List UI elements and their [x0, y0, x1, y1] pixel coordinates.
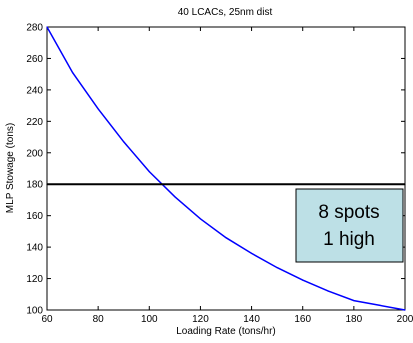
x-axis: 60 80 100 120 140 160 180 200 — [41, 27, 413, 325]
y-axis: 100 120 140 160 180 200 220 240 260 280 — [26, 23, 405, 317]
y-tick-label: 160 — [26, 211, 43, 222]
series-line-curve — [46, 26, 406, 311]
data-point — [404, 309, 406, 311]
series-layer — [46, 26, 406, 311]
data-point — [251, 252, 253, 254]
plot-frame — [46, 26, 406, 311]
data-point — [97, 108, 99, 110]
x-tick-label: 60 — [41, 314, 53, 325]
y-tick-label: 180 — [26, 180, 43, 191]
x-tick-label: 140 — [243, 314, 260, 325]
x-tick-label: 100 — [141, 314, 158, 325]
data-point — [174, 196, 176, 198]
y-tick-label: 220 — [26, 117, 43, 128]
data-point — [404, 183, 406, 185]
annotation-background — [295, 188, 404, 263]
data-point — [302, 279, 304, 281]
y-tick-label: 140 — [26, 243, 43, 254]
data-point — [378, 304, 380, 306]
data-point — [199, 218, 201, 220]
data-point — [46, 183, 48, 185]
x-axis-label: Loading Rate (tons/hr) — [176, 326, 276, 337]
data-point — [46, 26, 48, 28]
y-tick-label: 200 — [26, 148, 43, 159]
x-tick-label: 200 — [397, 314, 413, 325]
y-tick-label: 260 — [26, 54, 43, 65]
chart-title: 40 LCACs, 25nm dist — [178, 7, 273, 18]
y-axis-label: MLP Stowage (tons) — [5, 123, 16, 213]
y-tick-label: 280 — [26, 23, 43, 34]
plot-area — [46, 26, 406, 311]
data-point — [225, 237, 227, 239]
y-tick-label: 100 — [26, 306, 43, 317]
annotation-line-1: 8 spots — [318, 202, 379, 223]
data-point — [72, 72, 74, 74]
x-tick-label: 160 — [294, 314, 311, 325]
x-tick-label: 120 — [192, 314, 209, 325]
data-point — [148, 171, 150, 173]
annotation-line-2: 1 high — [323, 229, 375, 250]
x-tick-label: 80 — [93, 314, 105, 325]
y-tick-label: 240 — [26, 85, 43, 96]
data-point — [276, 267, 278, 269]
annotation-box: 8 spots 1 high — [295, 188, 404, 263]
x-tick-label: 180 — [346, 314, 363, 325]
data-point — [353, 300, 355, 302]
data-point — [327, 290, 329, 292]
data-point — [123, 141, 125, 143]
y-tick-label: 120 — [26, 274, 43, 285]
